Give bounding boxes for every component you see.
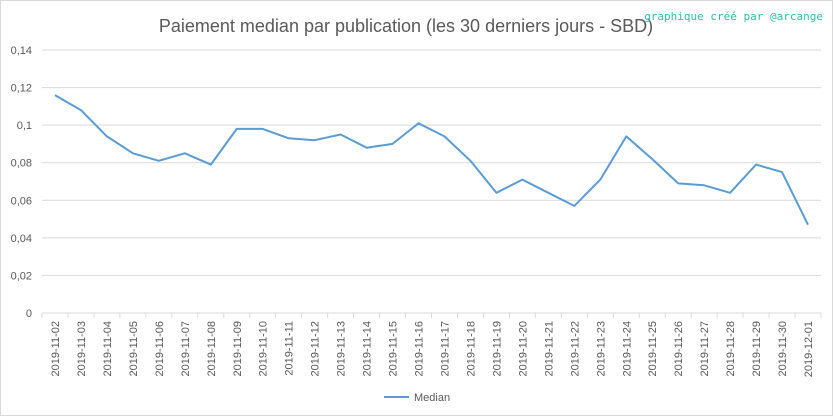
x-tick-label: 2019-11-22 xyxy=(569,321,581,376)
x-tick-label: 2019-11-18 xyxy=(465,321,477,376)
y-tick-label: 0,04 xyxy=(11,233,32,245)
x-tick-label: 2019-11-05 xyxy=(128,321,140,376)
x-tick-label: 2019-11-04 xyxy=(102,321,114,376)
x-tick-label: 2019-11-23 xyxy=(595,321,607,376)
chart-title: Paiement median par publication (les 30 … xyxy=(159,16,653,36)
y-tick-label: 0 xyxy=(26,308,32,320)
credit-text: graphique créé par @arcange xyxy=(644,10,823,23)
x-tick-label: 2019-11-26 xyxy=(673,321,685,376)
x-tick-label: 2019-12-01 xyxy=(803,321,815,377)
x-tick-label: 2019-11-25 xyxy=(647,321,659,376)
x-tick-label: 2019-11-14 xyxy=(362,321,374,376)
y-tick-label: 0,08 xyxy=(11,158,32,170)
x-tick-label: 2019-11-29 xyxy=(751,321,763,376)
x-tick-label: 2019-11-27 xyxy=(699,321,711,376)
x-tick-label: 2019-11-06 xyxy=(154,321,166,376)
y-tick-label: 0,1 xyxy=(17,120,32,132)
x-tick-label: 2019-11-28 xyxy=(725,321,737,376)
x-tick-label: 2019-11-16 xyxy=(414,321,426,376)
x-tick-label: 2019-11-11 xyxy=(284,321,296,376)
y-tick-label: 0,02 xyxy=(11,270,32,282)
y-tick-label: 0,14 xyxy=(11,45,32,57)
x-tick-label: 2019-11-02 xyxy=(50,321,62,376)
x-tick-label: 2019-11-13 xyxy=(336,321,348,376)
x-tick-label: 2019-11-03 xyxy=(76,321,88,376)
series-line-median xyxy=(54,94,809,226)
x-tick-label: 2019-11-10 xyxy=(258,321,270,376)
x-tick-label: 2019-11-09 xyxy=(232,321,244,376)
x-tick-label: 2019-11-21 xyxy=(543,321,555,376)
x-tick-label: 2019-11-24 xyxy=(621,321,633,376)
y-tick-label: 0,06 xyxy=(11,195,32,207)
x-tick-label: 2019-11-30 xyxy=(777,321,789,376)
legend: Median xyxy=(384,392,450,404)
x-tick-label: 2019-11-20 xyxy=(517,321,529,376)
x-tick-label: 2019-11-08 xyxy=(206,321,218,376)
x-tick-label: 2019-11-07 xyxy=(180,321,192,376)
x-tick-label: 2019-11-12 xyxy=(310,321,322,376)
legend-label-median: Median xyxy=(414,392,450,404)
x-tick-label: 2019-11-15 xyxy=(388,321,400,376)
x-tick-label: 2019-11-19 xyxy=(491,321,503,376)
y-tick-label: 0,12 xyxy=(11,83,32,95)
x-tick-label: 2019-11-17 xyxy=(439,321,451,376)
